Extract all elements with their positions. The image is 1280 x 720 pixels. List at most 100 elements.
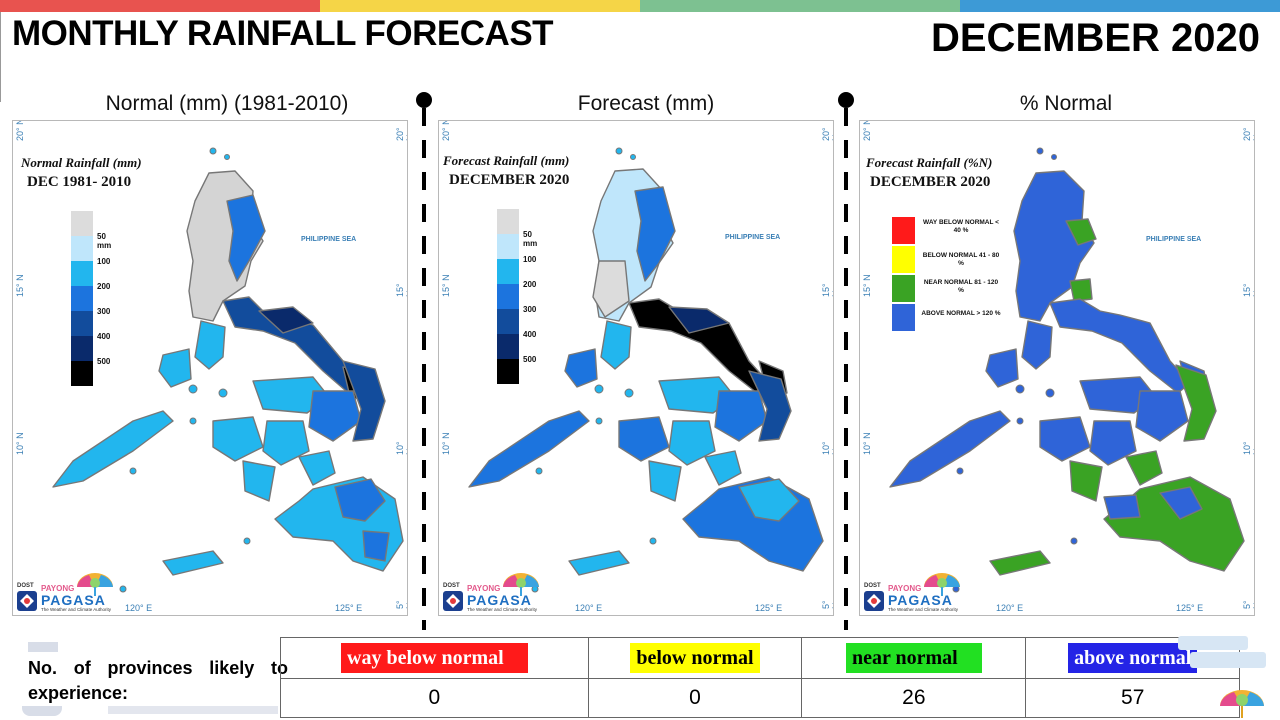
dashed-divider-right <box>838 92 854 630</box>
category-way-below-normal: way below normal <box>341 643 528 673</box>
dost-emblem-icon <box>17 591 37 611</box>
scale-swatch-2 <box>71 261 93 286</box>
legend-label: BELOW NORMAL 41 - 80 % <box>922 252 1000 267</box>
category-header-cell: way below normal <box>280 637 589 679</box>
left-rule <box>0 12 1 102</box>
scale-swatch-0 <box>71 211 93 236</box>
pagasa-logo: DOST PAYONG PAGASA The Weather and Clima… <box>441 569 551 613</box>
count-near-normal: 26 <box>801 678 1027 718</box>
top-bar-segment-red <box>0 0 320 12</box>
dashed-divider-left <box>416 92 432 630</box>
scale-label: 300 <box>523 305 537 314</box>
map-title-percent: Forecast Rainfall (%N) <box>866 155 993 170</box>
provinces-summary-table: way below normal below normal near norma… <box>280 637 1240 718</box>
scale-label: 200 <box>523 280 537 289</box>
payong-pagasa-watermark <box>1178 636 1266 718</box>
pagasa-tagline: The Weather and Climate Authority <box>467 607 537 612</box>
count-way-below-normal: 0 <box>280 678 589 718</box>
lat-label: 15° N <box>15 274 25 297</box>
umbrella-icon <box>503 573 539 596</box>
lat-label: 15° N <box>821 283 833 297</box>
lat-label: 10° N <box>821 441 833 455</box>
category-header-cell: below normal <box>587 637 803 679</box>
scale-label: 400 <box>523 330 537 339</box>
map-subtitle-percent: DECEMBER 2020 <box>870 174 991 190</box>
legend-swatch-below <box>892 246 915 273</box>
lat-label: 15° N <box>395 283 407 297</box>
category-header-cell: near normal <box>801 637 1027 679</box>
map-panel-forecast: Forecast Rainfall (mm) DECEMBER 2020 PHI… <box>438 120 834 616</box>
pagasa-logo: DOST PAYONG PAGASA The Weather and Clima… <box>862 569 972 613</box>
pagasa-tagline: The Weather and Climate Authority <box>41 607 111 612</box>
philippines-map-normal <box>52 147 404 593</box>
scale-label: 100 <box>97 257 111 266</box>
legend-swatch-way-below <box>892 217 915 244</box>
legend-swatch-above <box>892 304 915 331</box>
lat-label: 20° N <box>862 120 872 141</box>
lat-label: 10° N <box>862 432 872 455</box>
sea-label-percent: PHILIPPINE SEA <box>1146 236 1202 243</box>
scale-label: 300 <box>97 307 111 316</box>
payong-label: PAYONG <box>888 584 922 593</box>
scale-swatch-5 <box>71 336 93 361</box>
category-near-normal: near normal <box>845 643 982 673</box>
lat-label: 10° N <box>1242 441 1254 455</box>
lon-label: 120° E <box>575 603 603 613</box>
pagasa-label: PAGASA <box>888 592 953 608</box>
panel-heading-normal: Normal (mm) (1981-2010) <box>105 92 349 115</box>
map-title-normal: Normal Rainfall (mm) <box>21 155 142 170</box>
lat-label: 10° N <box>395 441 407 455</box>
legend-label: WAY BELOW NORMAL < 40 % <box>923 219 999 234</box>
lat-label: 10° N <box>15 432 25 455</box>
payong-label: PAYONG <box>41 584 75 593</box>
lat-label: 10° N <box>441 432 451 455</box>
page-title: MONTHLY RAINFALL FORECAST <box>12 14 554 53</box>
lat-label: 15° N <box>862 274 872 297</box>
scale-label: 50 mm <box>97 232 112 250</box>
umbrella-icon <box>77 573 113 596</box>
count-below-normal: 0 <box>587 678 803 718</box>
top-bar-segment-yellow <box>320 0 640 12</box>
lat-label: 20° N <box>15 120 25 141</box>
scale-swatch-3 <box>497 284 519 309</box>
panel-heading-percent: % Normal <box>1019 92 1113 115</box>
count-above-normal: 57 <box>1025 678 1240 718</box>
scale-swatch-2 <box>497 259 519 284</box>
scale-label: 100 <box>523 255 537 264</box>
provinces-count-label: No. of provinces likely to experience: <box>18 656 288 706</box>
forecast-date: DECEMBER 2020 <box>930 16 1260 60</box>
lat-label: 5° N <box>395 600 407 609</box>
lon-label: 125° E <box>335 603 363 613</box>
scale-label: 500 <box>97 357 111 366</box>
pagasa-tagline: The Weather and Climate Authority <box>888 607 958 612</box>
lon-label: 125° E <box>1176 603 1204 613</box>
category-below-normal: below normal <box>630 643 760 673</box>
scale-swatch-4 <box>71 311 93 336</box>
dost-label: DOST <box>17 583 34 589</box>
lat-label: 20° N <box>821 127 833 141</box>
map-title-forecast: Forecast Rainfall (mm) <box>443 153 570 168</box>
lat-label: 20° N <box>441 120 451 141</box>
scale-swatch-1 <box>497 234 519 259</box>
pagasa-label: PAGASA <box>467 592 532 608</box>
map-panel-normal: Normal Rainfall (mm) DEC 1981- 2010 PHIL… <box>12 120 408 616</box>
umbrella-icon <box>924 573 960 596</box>
legend-swatch-near <box>892 275 915 302</box>
top-bar-segment-blue <box>960 0 1280 12</box>
scale-swatch-1 <box>71 236 93 261</box>
lat-label: 15° N <box>1242 283 1254 297</box>
scale-swatch-0 <box>497 209 519 234</box>
scale-swatch-4 <box>497 309 519 334</box>
legend-label: ABOVE NORMAL > 120 % <box>921 310 1001 317</box>
dost-label: DOST <box>864 583 881 589</box>
payong-label: PAYONG <box>467 584 501 593</box>
category-above-normal: above normal <box>1068 643 1198 673</box>
pagasa-logo: DOST PAYONG PAGASA The Weather and Clima… <box>15 569 125 613</box>
scale-label: 200 <box>97 282 111 291</box>
dost-emblem-icon <box>443 591 463 611</box>
top-bar-segment-green <box>640 0 960 12</box>
scale-swatch-3 <box>71 286 93 311</box>
scale-label: 400 <box>97 332 111 341</box>
lat-label: 20° N <box>1242 127 1254 141</box>
scale-swatch-6 <box>71 361 93 386</box>
